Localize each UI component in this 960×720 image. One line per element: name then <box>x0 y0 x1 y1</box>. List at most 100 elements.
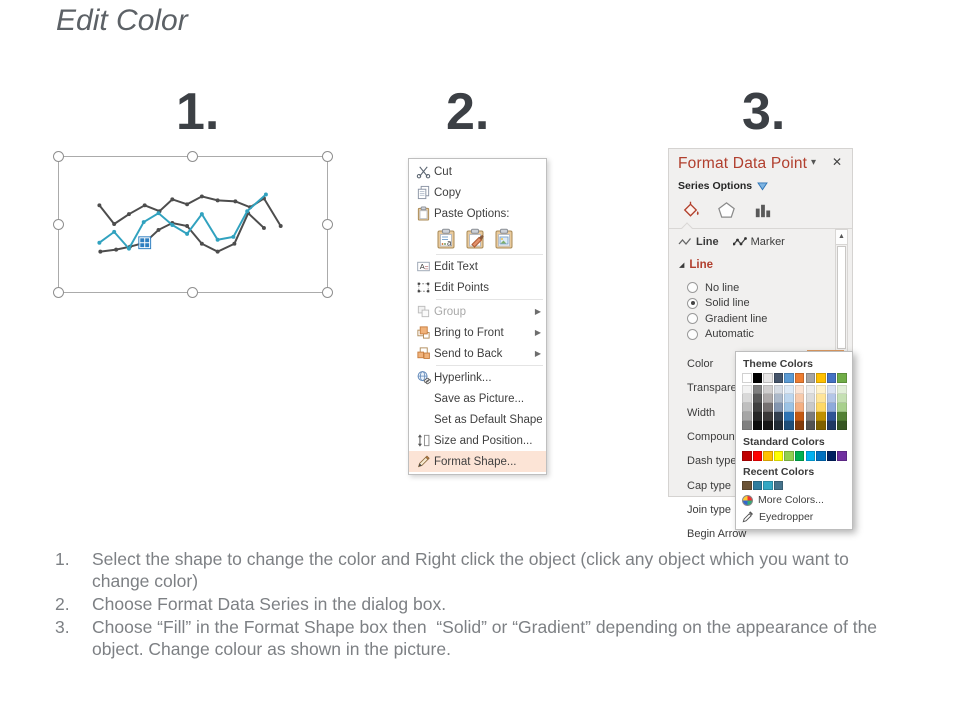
theme-variant-swatch[interactable] <box>784 412 794 421</box>
menu-item-copy[interactable]: Copy <box>409 182 546 203</box>
theme-variant-swatch[interactable] <box>794 394 805 403</box>
radio-button-icon[interactable] <box>687 297 698 309</box>
standard-color-swatch[interactable] <box>816 451 826 461</box>
tab-marker[interactable]: Marker <box>732 236 785 248</box>
series-options-dropdown[interactable]: Series Options <box>669 173 852 192</box>
selection-handle[interactable] <box>187 151 198 162</box>
theme-color-swatch[interactable] <box>837 373 847 383</box>
selected-data-point[interactable] <box>138 236 152 250</box>
menu-item-size-and-position[interactable]: Size and Position... <box>409 430 546 451</box>
theme-variant-swatch[interactable] <box>826 403 837 412</box>
theme-variant-swatch[interactable] <box>752 412 763 421</box>
theme-variant-swatch[interactable] <box>773 421 784 430</box>
theme-variant-swatch[interactable] <box>763 412 773 421</box>
selection-handle[interactable] <box>53 287 64 298</box>
scrollbar-thumb[interactable] <box>837 246 846 349</box>
radio-solid-line[interactable]: Solid line <box>687 296 852 312</box>
theme-variant-swatch[interactable] <box>816 394 826 403</box>
theme-variant-swatch[interactable] <box>805 403 816 412</box>
theme-variant-swatch[interactable] <box>805 385 816 394</box>
scroll-up-arrow-icon[interactable]: ▲ <box>836 230 847 245</box>
recent-color-swatch[interactable] <box>742 480 752 490</box>
theme-variant-swatch[interactable] <box>805 421 816 430</box>
theme-variant-swatch[interactable] <box>837 421 847 430</box>
standard-color-swatch[interactable] <box>742 451 752 461</box>
theme-variant-swatch[interactable] <box>763 385 773 394</box>
paste-as-picture-icon[interactable] <box>493 228 515 250</box>
theme-variant-swatch[interactable] <box>784 394 794 403</box>
theme-variant-swatch[interactable] <box>837 412 847 421</box>
theme-variant-swatch[interactable] <box>826 394 837 403</box>
menu-item-send-to-back[interactable]: Send to Back ▶ <box>409 343 546 364</box>
theme-variant-swatch[interactable] <box>763 403 773 412</box>
radio-button-icon[interactable] <box>687 282 698 294</box>
menu-item-bring-to-front[interactable]: Bring to Front ▶ <box>409 322 546 343</box>
selection-handle[interactable] <box>322 151 333 162</box>
theme-color-swatch[interactable] <box>752 373 763 383</box>
theme-variant-swatch[interactable] <box>773 394 784 403</box>
selection-handle[interactable] <box>187 287 198 298</box>
theme-variant-swatch[interactable] <box>794 412 805 421</box>
theme-variant-swatch[interactable] <box>784 403 794 412</box>
selection-handle[interactable] <box>53 151 64 162</box>
theme-variant-swatch[interactable] <box>742 403 752 412</box>
menu-item-edit-points[interactable]: Edit Points <box>409 277 546 298</box>
theme-color-swatch[interactable] <box>763 373 773 383</box>
theme-variant-swatch[interactable] <box>837 394 847 403</box>
line-section-header[interactable]: ◢ Line <box>679 259 714 271</box>
theme-variant-swatch[interactable] <box>794 421 805 430</box>
selection-handle[interactable] <box>322 218 333 230</box>
eyedropper-item[interactable]: Eyedropper <box>742 510 846 524</box>
tab-line[interactable]: Line <box>678 236 719 248</box>
standard-color-swatch[interactable] <box>794 451 805 461</box>
theme-variant-swatch[interactable] <box>826 412 837 421</box>
theme-variant-swatch[interactable] <box>742 421 752 430</box>
theme-variant-swatch[interactable] <box>816 385 826 394</box>
theme-variant-swatch[interactable] <box>752 385 763 394</box>
theme-color-swatch[interactable] <box>742 373 752 383</box>
menu-item-edit-text[interactable]: A Edit Text <box>409 256 546 277</box>
standard-color-swatch[interactable] <box>826 451 837 461</box>
chevron-down-icon[interactable]: ▾ <box>810 157 816 168</box>
standard-color-swatch[interactable] <box>805 451 816 461</box>
theme-variant-swatch[interactable] <box>816 403 826 412</box>
recent-color-swatch[interactable] <box>773 480 784 490</box>
paste-keep-source-formatting-icon[interactable]: a <box>435 228 457 250</box>
effects-icon[interactable] <box>713 198 739 222</box>
theme-variant-swatch[interactable] <box>763 394 773 403</box>
theme-variant-swatch[interactable] <box>763 421 773 430</box>
theme-variant-swatch[interactable] <box>794 403 805 412</box>
theme-variant-swatch[interactable] <box>826 421 837 430</box>
standard-color-swatch[interactable] <box>837 451 847 461</box>
theme-variant-swatch[interactable] <box>752 403 763 412</box>
theme-variant-swatch[interactable] <box>805 394 816 403</box>
menu-item-group[interactable]: Group ▶ <box>409 301 546 322</box>
fill-line-icon[interactable] <box>677 198 703 222</box>
theme-color-swatch[interactable] <box>805 373 816 383</box>
selection-handle[interactable] <box>322 287 333 298</box>
standard-color-swatch[interactable] <box>752 451 763 461</box>
selection-handle[interactable] <box>53 218 64 230</box>
radio-button-icon[interactable] <box>687 328 698 340</box>
theme-color-swatch[interactable] <box>784 373 794 383</box>
standard-color-swatch[interactable] <box>784 451 794 461</box>
paste-use-destination-theme-icon[interactable] <box>464 228 486 250</box>
theme-variant-swatch[interactable] <box>805 412 816 421</box>
standard-color-swatch[interactable] <box>773 451 784 461</box>
radio-gradient-line[interactable]: Gradient line <box>687 311 852 327</box>
menu-item-hyperlink[interactable]: Hyperlink... <box>409 367 546 388</box>
menu-item-save-as-picture[interactable]: Save as Picture... <box>409 388 546 409</box>
theme-variant-swatch[interactable] <box>773 403 784 412</box>
theme-variant-swatch[interactable] <box>742 385 752 394</box>
series-options-icon[interactable] <box>749 198 775 222</box>
theme-variant-swatch[interactable] <box>816 412 826 421</box>
close-icon[interactable]: ✕ <box>831 155 842 169</box>
theme-variant-swatch[interactable] <box>794 385 805 394</box>
theme-variant-swatch[interactable] <box>752 394 763 403</box>
recent-color-swatch[interactable] <box>752 480 763 490</box>
theme-variant-swatch[interactable] <box>826 385 837 394</box>
menu-item-cut[interactable]: Cut <box>409 161 546 182</box>
menu-item-format-shape[interactable]: Format Shape... <box>409 451 546 472</box>
recent-color-swatch[interactable] <box>763 480 773 490</box>
theme-variant-swatch[interactable] <box>837 403 847 412</box>
